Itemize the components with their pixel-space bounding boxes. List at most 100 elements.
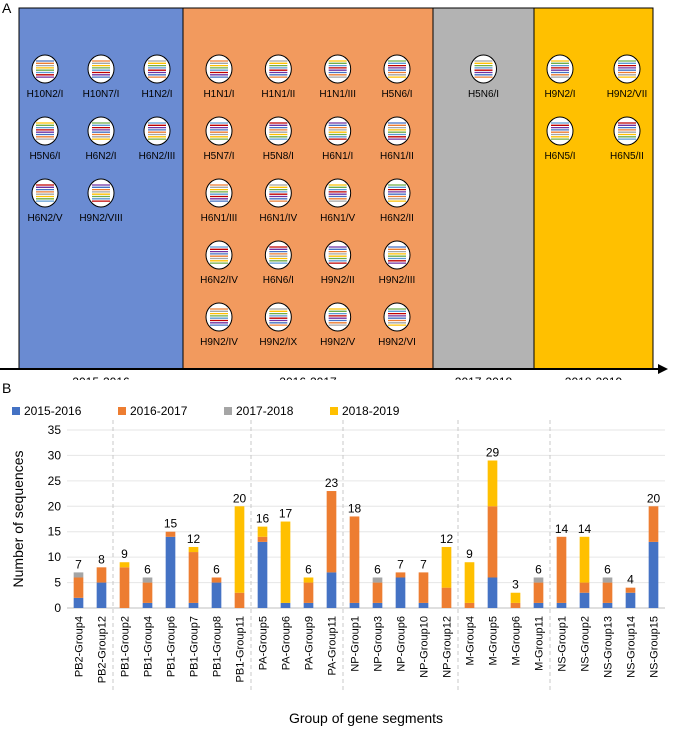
bar-segment-2017-2018 [73, 572, 84, 578]
bar-segment-2016-2017 [487, 506, 498, 578]
bar-segment-2017-2018 [533, 577, 544, 583]
isolate-label: H9N2/II [321, 275, 355, 286]
x-tick-label: PA-Group6 [281, 616, 293, 670]
y-tick-label: 10 [48, 550, 62, 564]
bar-segment-2016-2017 [96, 567, 107, 583]
bar-total-label: 3 [512, 578, 519, 592]
virion-icon [205, 302, 233, 332]
x-tick-label: PA-Group5 [258, 616, 270, 670]
virion-icon [87, 54, 115, 84]
isolate-label: H1N1/III [319, 89, 356, 100]
isolate-label: H6N1/II [380, 151, 414, 162]
virion-icon [383, 178, 411, 208]
legend-entry: 2018-2019 [342, 404, 400, 418]
virion-icon [383, 302, 411, 332]
bar-total-label: 7 [420, 557, 427, 571]
bar-segment-2015-2016 [73, 597, 84, 608]
isolate-label: H10N7/I [83, 89, 120, 100]
isolate-label: H5N6/I [381, 89, 412, 100]
isolate-label: H6N2/IV [200, 275, 238, 286]
timeline-figure: 2015-2016H10N2/IH10N7/IH1N2/IH5N6/IH6N2/… [0, 7, 668, 389]
bar-total-label: 6 [213, 562, 220, 576]
virion-icon [205, 116, 233, 146]
isolate-label: H6N6/I [263, 275, 294, 286]
time-axis-arrow-icon [658, 364, 668, 374]
virion-icon [87, 116, 115, 146]
virion-icon [613, 54, 641, 84]
bar-segment-2015-2016 [556, 602, 567, 608]
isolate-label: H5N6/I [29, 151, 60, 162]
bar-segment-2015-2016 [648, 541, 659, 608]
bar-segment-2017-2018 [602, 577, 613, 583]
x-tick-label: PB1-Group6 [166, 616, 178, 677]
virion-icon [143, 54, 171, 84]
virion-icon [470, 54, 497, 84]
bar-total-label: 14 [555, 522, 569, 536]
bar-total-label: 12 [440, 532, 454, 546]
bar-segment-2018-2019 [464, 562, 475, 603]
bar-segment-2016-2017 [441, 587, 452, 608]
bar-segment-2018-2019 [510, 592, 521, 603]
bar-segment-2016-2017 [303, 582, 314, 603]
isolate-label: H9N2/III [379, 275, 416, 286]
x-tick-label: M-Group11 [534, 616, 546, 671]
virion-icon [546, 116, 574, 146]
bar-segment-2018-2019 [303, 577, 314, 583]
virion-icon [264, 240, 292, 270]
panel-a: A 2015-2016H10N2/IH10N7/IH1N2/IH5N6/IH6N… [0, 0, 668, 389]
bar-total-label: 20 [233, 491, 247, 505]
bar-segment-2018-2019 [119, 562, 130, 568]
y-tick-label: 30 [48, 448, 62, 462]
virion-icon [264, 178, 292, 208]
x-tick-label: PA-Group11 [327, 616, 339, 676]
x-tick-label: PB1-Group11 [235, 616, 247, 682]
bar-segment-2018-2019 [257, 526, 268, 537]
bar-total-label: 14 [578, 522, 592, 536]
virion-icon [264, 54, 292, 84]
bar-segment-2015-2016 [303, 602, 314, 608]
bar-total-label: 23 [325, 476, 339, 490]
virion-icon [264, 302, 292, 332]
isolate-label: H5N6/I [468, 89, 499, 100]
isolate-label: H6N2/V [27, 213, 62, 224]
y-tick-label: 25 [48, 474, 62, 488]
bar-segment-2016-2017 [188, 552, 199, 603]
x-tick-label: PA-Group9 [304, 616, 316, 670]
x-tick-label: PB1-Group2 [120, 616, 132, 677]
virion-icon [613, 116, 641, 146]
virion-icon [264, 116, 292, 146]
bar-segment-2016-2017 [326, 491, 337, 573]
bar-segment-2015-2016 [372, 602, 383, 608]
bar-segment-2015-2016 [257, 541, 268, 608]
bar-total-label: 17 [279, 507, 293, 521]
legend-entry: 2017-2018 [236, 404, 294, 418]
bar-segment-2015-2016 [395, 577, 406, 608]
legend-swatch [224, 407, 232, 415]
virion-icon [31, 116, 59, 146]
y-tick-label: 5 [54, 576, 61, 590]
isolate-label: H5N7/I [203, 151, 234, 162]
bar-segment-2016-2017 [234, 592, 245, 608]
bar-segment-2018-2019 [280, 521, 291, 603]
x-tick-label: NP-Group10 [419, 616, 431, 678]
bar-segment-2015-2016 [211, 582, 222, 608]
bar-segment-2016-2017 [464, 602, 475, 608]
bar-segment-2016-2017 [211, 577, 222, 583]
isolate-label: H1N1/I [203, 89, 234, 100]
virion-icon [324, 240, 352, 270]
isolate-label: H6N2/II [380, 213, 414, 224]
virion-icon [324, 116, 352, 146]
x-tick-label: PB2-Group4 [74, 616, 86, 677]
isolate-label: H5N8/I [263, 151, 294, 162]
virion-icon [31, 54, 59, 84]
bar-segment-2016-2017 [372, 582, 383, 603]
isolate-label: H1N2/I [141, 89, 172, 100]
x-tick-label: NS-Group13 [603, 616, 615, 678]
isolate-label: H6N1/IV [259, 213, 297, 224]
x-tick-label: PB2-Group12 [97, 616, 109, 683]
bar-total-label: 18 [348, 501, 362, 515]
bar-segment-2015-2016 [280, 602, 291, 608]
isolate-label: H6N5/II [610, 151, 644, 162]
bar-segment-2016-2017 [625, 587, 636, 593]
x-tick-label: NP-Group1 [350, 616, 362, 672]
